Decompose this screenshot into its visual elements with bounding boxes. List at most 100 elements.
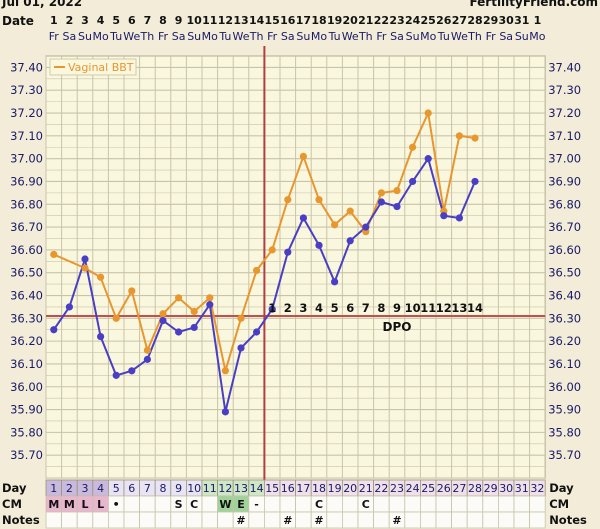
data-point-0 bbox=[409, 143, 417, 151]
data-point-0 bbox=[315, 196, 323, 204]
day-number: 23 bbox=[390, 482, 404, 495]
day-number: 2 bbox=[66, 482, 73, 495]
ytick-left: 36.30 bbox=[10, 311, 43, 325]
data-point-1 bbox=[315, 241, 323, 249]
day-number: 18 bbox=[312, 482, 326, 495]
cm-value: - bbox=[254, 498, 259, 511]
weekday-label: Sa bbox=[499, 30, 513, 43]
data-point-0 bbox=[346, 207, 354, 215]
day-number: 26 bbox=[437, 482, 451, 495]
notes-cell bbox=[263, 511, 281, 529]
date-number: 7 bbox=[144, 14, 152, 27]
weekday-label: Fr bbox=[267, 30, 278, 43]
dpo-number: 3 bbox=[299, 301, 307, 315]
ytick-left: 36.80 bbox=[10, 197, 43, 211]
date-number: 25 bbox=[421, 14, 436, 27]
data-point-1 bbox=[377, 198, 385, 206]
notes-cell bbox=[45, 511, 63, 529]
cm-cell bbox=[123, 495, 141, 513]
cm-cell bbox=[513, 495, 531, 513]
notes-cell bbox=[248, 511, 265, 529]
notes-cell bbox=[76, 511, 94, 529]
weekday-label: Mo bbox=[92, 30, 108, 43]
day-number: 28 bbox=[468, 482, 482, 495]
day-number: 3 bbox=[82, 482, 89, 495]
weekday-label: Mo bbox=[202, 30, 218, 43]
notes-value: # bbox=[392, 514, 401, 527]
cm-value: M bbox=[64, 498, 75, 511]
day-number: 6 bbox=[128, 482, 135, 495]
ytick-right: 35.80 bbox=[548, 425, 581, 439]
cm-cell bbox=[326, 495, 343, 513]
notes-cell bbox=[419, 511, 437, 529]
notes-cell bbox=[451, 511, 468, 529]
cm-cell bbox=[404, 495, 421, 513]
data-point-1 bbox=[455, 214, 463, 222]
ytick-left: 37.20 bbox=[10, 106, 43, 120]
cm-cell bbox=[529, 495, 546, 513]
notes-cell bbox=[404, 511, 421, 529]
data-point-1 bbox=[253, 328, 261, 336]
ytick-left: 36.50 bbox=[10, 266, 43, 280]
date-number: 26 bbox=[436, 14, 452, 27]
cm-value: M bbox=[48, 498, 59, 511]
data-point-0 bbox=[424, 109, 432, 117]
data-point-0 bbox=[128, 287, 136, 295]
notes-cell bbox=[435, 511, 453, 529]
notes-value: # bbox=[236, 514, 245, 527]
date-number: 13 bbox=[233, 14, 248, 27]
date-number: 29 bbox=[483, 14, 498, 27]
weekday-label: Th bbox=[358, 30, 373, 43]
data-point-1 bbox=[268, 305, 276, 313]
cm-cell bbox=[263, 495, 281, 513]
day-number: 20 bbox=[343, 482, 357, 495]
cm-row-label: CM bbox=[2, 497, 22, 511]
day-number: 16 bbox=[281, 482, 295, 495]
dpo-number: 9 bbox=[393, 301, 401, 315]
cm-cell bbox=[419, 495, 437, 513]
notes-cell bbox=[201, 511, 219, 529]
grid bbox=[45, 55, 546, 479]
data-point-1 bbox=[143, 355, 151, 363]
day-row-label: Day bbox=[2, 481, 27, 495]
data-point-1 bbox=[128, 367, 136, 375]
notes-cell bbox=[92, 511, 109, 529]
date-number: 23 bbox=[389, 14, 404, 27]
ytick-right: 36.60 bbox=[548, 243, 581, 257]
ytick-right: 36.30 bbox=[548, 311, 581, 325]
day-number: 21 bbox=[359, 482, 373, 495]
weekday-label: Tu bbox=[218, 30, 231, 43]
notes-cell bbox=[341, 511, 359, 529]
data-point-1 bbox=[393, 202, 401, 211]
dpo-number: 8 bbox=[377, 301, 385, 315]
cm-value: C bbox=[190, 498, 198, 511]
data-point-0 bbox=[331, 221, 339, 229]
ytick-left: 36.00 bbox=[10, 380, 43, 394]
data-point-0 bbox=[237, 314, 245, 322]
weekday-label: Fr bbox=[486, 30, 497, 43]
weekday-label: Mo bbox=[420, 30, 436, 43]
ytick-left: 37.10 bbox=[10, 129, 43, 143]
weekday-label: Su bbox=[406, 30, 420, 43]
weekday-label: We bbox=[342, 30, 359, 43]
weekday-label: Sa bbox=[281, 30, 295, 43]
date-number: 9 bbox=[175, 14, 183, 27]
dpo-number: 4 bbox=[315, 301, 323, 315]
notes-cell bbox=[326, 511, 343, 529]
notes-value: # bbox=[314, 514, 323, 527]
data-point-1 bbox=[471, 177, 479, 186]
day-number: 5 bbox=[113, 482, 120, 495]
day-number: 11 bbox=[203, 482, 217, 495]
date-number: 28 bbox=[467, 14, 482, 27]
dpo-number: 10 bbox=[405, 301, 421, 315]
notes-cell bbox=[170, 511, 187, 529]
day-number: 9 bbox=[175, 482, 182, 495]
day-number: 8 bbox=[160, 482, 167, 495]
cm-cell bbox=[201, 495, 219, 513]
cm-value: E bbox=[237, 498, 245, 511]
data-point-1 bbox=[237, 344, 245, 352]
data-point-1 bbox=[424, 155, 432, 163]
cm-value: C bbox=[362, 498, 370, 511]
ytick-right: 36.20 bbox=[548, 334, 581, 348]
data-point-1 bbox=[159, 317, 167, 325]
